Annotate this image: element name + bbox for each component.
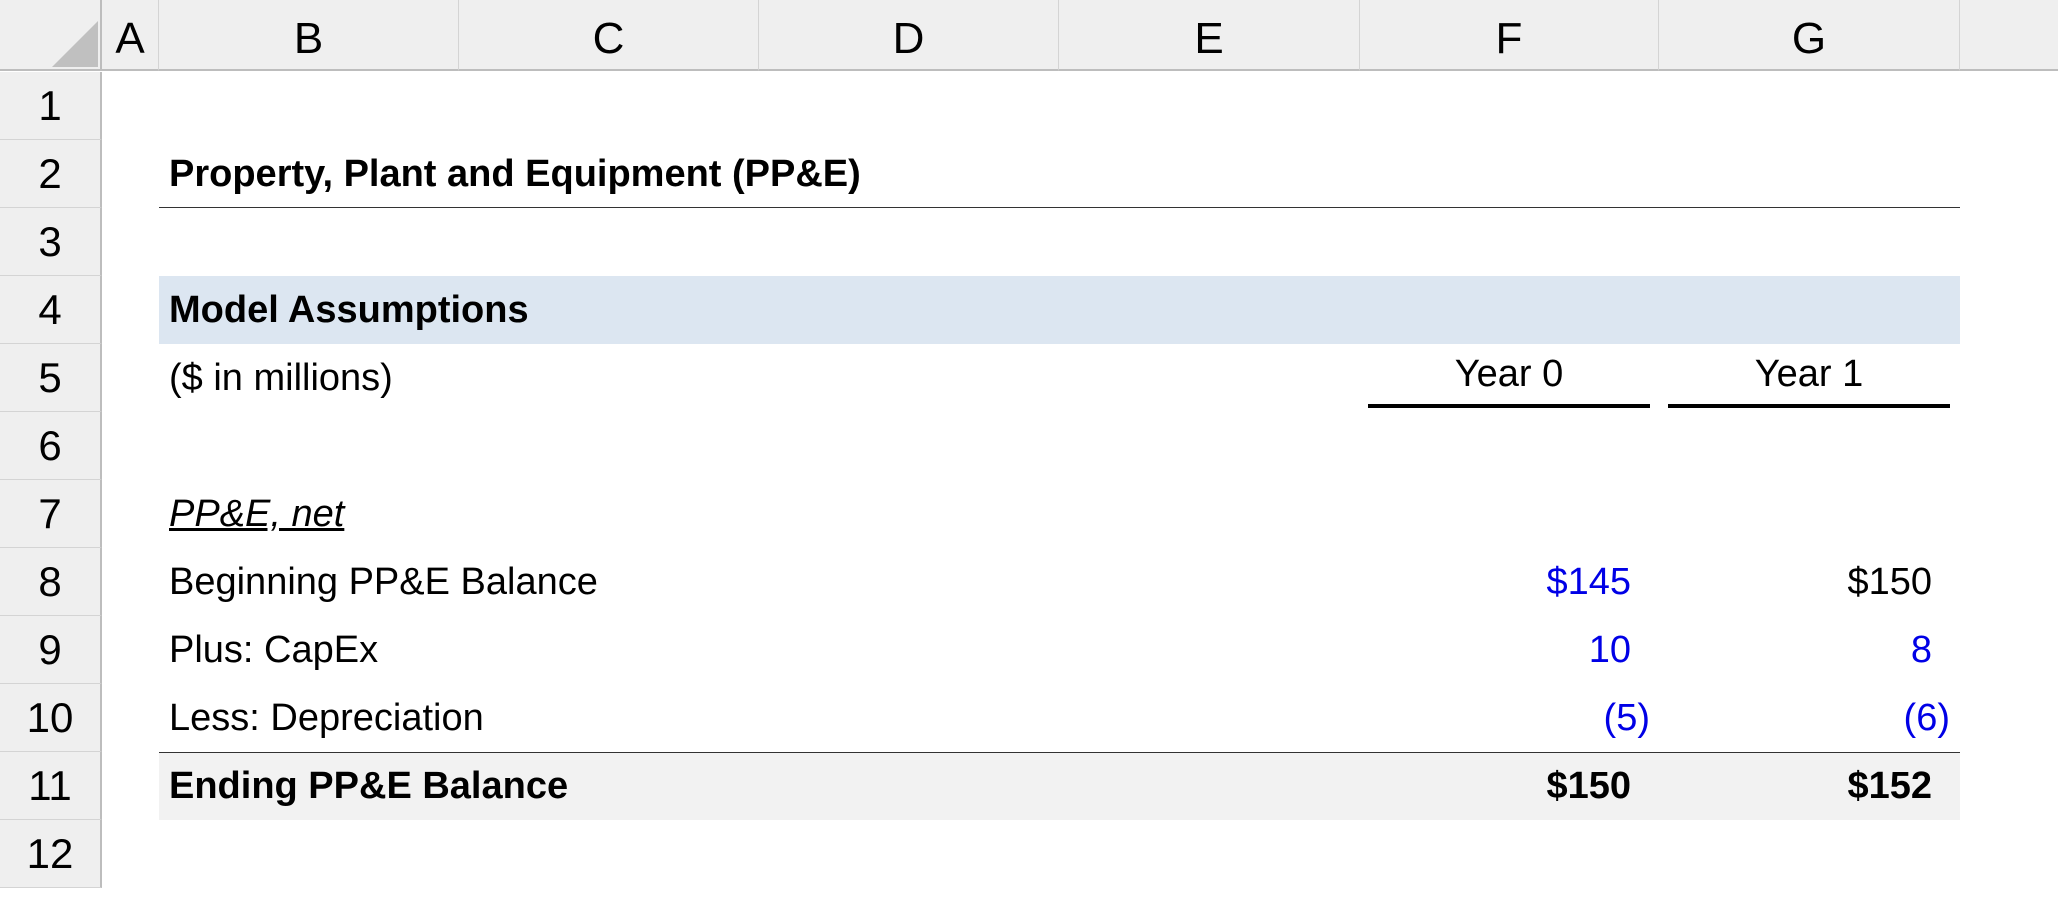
- beginning-balance-label[interactable]: Beginning PP&E Balance: [169, 560, 598, 603]
- row-header-3[interactable]: 3: [0, 208, 102, 276]
- ending-balance-year1[interactable]: $152: [1847, 764, 1932, 807]
- column-header-f[interactable]: F: [1360, 0, 1659, 71]
- row-header-8[interactable]: 8: [0, 548, 102, 616]
- row-header-9[interactable]: 9: [0, 616, 102, 684]
- section-header[interactable]: Model Assumptions: [169, 288, 529, 331]
- column-header-d[interactable]: D: [759, 0, 1059, 71]
- column-header-g[interactable]: G: [1659, 0, 1960, 71]
- sheet-title[interactable]: Property, Plant and Equipment (PP&E): [169, 152, 861, 195]
- capex-year0[interactable]: 10: [1588, 628, 1631, 671]
- column-header-empty: [1960, 0, 2058, 71]
- ppe-net-subheading[interactable]: PP&E, net: [169, 492, 345, 535]
- total-row-fill: [159, 752, 1960, 820]
- column-header-c[interactable]: C: [459, 0, 759, 71]
- row-header-10[interactable]: 10: [0, 684, 102, 752]
- depreciation-label[interactable]: Less: Depreciation: [169, 696, 484, 739]
- beginning-balance-year0[interactable]: $145: [1546, 560, 1631, 603]
- row-header-7[interactable]: 7: [0, 480, 102, 548]
- beginning-balance-year1[interactable]: $150: [1847, 560, 1932, 603]
- row-header-1[interactable]: 1: [0, 72, 102, 140]
- select-all-corner[interactable]: [0, 0, 102, 71]
- capex-label[interactable]: Plus: CapEx: [169, 628, 379, 671]
- row-header-6[interactable]: 6: [0, 412, 102, 480]
- column-header-b[interactable]: B: [159, 0, 459, 71]
- row-header-12[interactable]: 12: [0, 820, 102, 888]
- depreciation-year1[interactable]: (6): [1903, 696, 1950, 739]
- ending-balance-label[interactable]: Ending PP&E Balance: [169, 764, 569, 807]
- depreciation-year0[interactable]: (5): [1603, 696, 1650, 739]
- units-label[interactable]: ($ in millions): [169, 356, 393, 399]
- row-header-2[interactable]: 2: [0, 140, 102, 208]
- row-header-4[interactable]: 4: [0, 276, 102, 344]
- year-1-header[interactable]: Year 1: [1668, 344, 1950, 408]
- section-header-fill: [159, 276, 1960, 344]
- capex-year1[interactable]: 8: [1910, 628, 1932, 671]
- title-underline: [159, 207, 1960, 208]
- column-header-a[interactable]: A: [102, 0, 159, 71]
- year-0-header[interactable]: Year 0: [1368, 344, 1650, 408]
- ending-balance-year0[interactable]: $150: [1546, 764, 1631, 807]
- row-header-11[interactable]: 11: [0, 752, 102, 820]
- column-header-e[interactable]: E: [1059, 0, 1360, 71]
- row-header-5[interactable]: 5: [0, 344, 102, 412]
- select-all-icon: [52, 21, 98, 67]
